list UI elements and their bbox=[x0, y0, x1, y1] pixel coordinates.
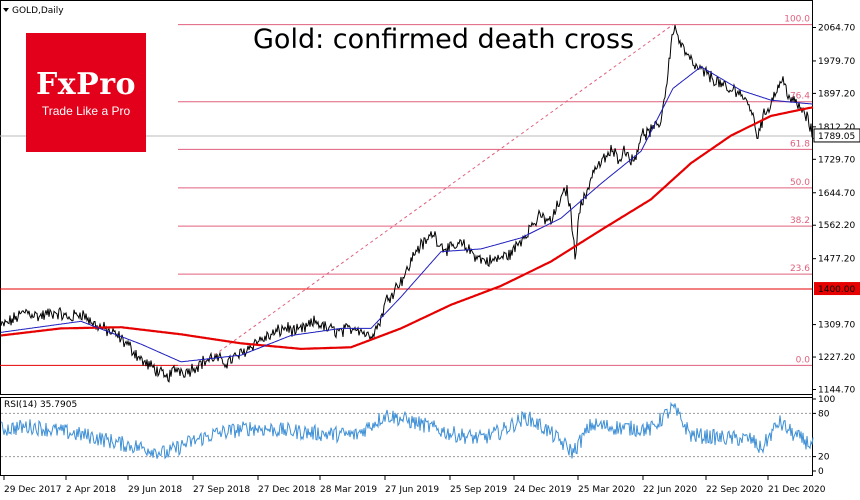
y-tick-label: 1562.20 bbox=[818, 221, 855, 231]
fib-level-label: 76.4 bbox=[790, 92, 810, 102]
price-series-line bbox=[0, 24, 814, 383]
ma-slow-line bbox=[0, 106, 814, 351]
fibonacci-layer: 100.0 76.4 61.8 50.0 38.2 23.6 0.0 1400.00 bbox=[0, 15, 860, 366]
chart-title: Gold: confirmed death cross bbox=[253, 24, 634, 55]
y-axis-ticks: 2064.70 1979.70 1897.20 1812.20 1729.70 1644.… bbox=[812, 24, 860, 396]
rsi-title: RSI(14) 35.7905 bbox=[4, 400, 77, 410]
y-tick-label: 1812.20 bbox=[818, 123, 855, 133]
x-tick-label: 27 Jun 2019 bbox=[385, 485, 439, 495]
rsi-layer: 100 80 20 0 bbox=[0, 395, 835, 477]
x-tick-label: 2 Apr 2018 bbox=[66, 485, 116, 495]
fib-level-label: 0.0 bbox=[796, 355, 811, 365]
fib-level-label: 23.6 bbox=[790, 264, 810, 274]
x-axis-ticks: 29 Dec 2017 2 Apr 2018 29 Jun 2018 27 Sep 2… bbox=[3, 476, 826, 495]
x-tick-label: 27 Sep 2018 bbox=[193, 485, 250, 495]
x-tick-label: 22 Jun 2020 bbox=[643, 485, 697, 495]
rsi-tick-label: 100 bbox=[818, 395, 835, 405]
y-tick-label: 1897.20 bbox=[818, 89, 855, 99]
x-tick-label: 25 Sep 2019 bbox=[450, 485, 507, 495]
fib-level-label: 50.0 bbox=[790, 178, 810, 188]
x-tick-label: 28 Mar 2019 bbox=[320, 485, 377, 495]
y-tick-label: 1144.70 bbox=[818, 386, 855, 396]
fib-level-label: 61.8 bbox=[790, 139, 810, 149]
rsi-tick-label: 80 bbox=[818, 409, 830, 419]
y-tick-label: 2064.70 bbox=[818, 24, 855, 34]
rsi-tick-label: 0 bbox=[818, 467, 824, 477]
last-price-label: 1789.05 bbox=[818, 132, 855, 142]
y-tick-label: 1227.20 bbox=[818, 353, 855, 363]
fib-level-label: 100.0 bbox=[784, 15, 810, 25]
fib-trend-line bbox=[199, 24, 674, 366]
ma-fast-line bbox=[0, 66, 814, 363]
y-tick-label: 1477.20 bbox=[818, 255, 855, 265]
y-tick-label: 1644.70 bbox=[818, 189, 855, 199]
fxpro-logo: FxPro Trade Like a Pro bbox=[26, 33, 146, 152]
x-tick-label: 29 Jun 2018 bbox=[128, 485, 182, 495]
y-tick-label: 1309.70 bbox=[818, 321, 855, 331]
fib-level-label: 38.2 bbox=[790, 216, 810, 226]
support-level-badge bbox=[814, 282, 860, 296]
rsi-tick-label: 20 bbox=[818, 453, 830, 463]
x-tick-label: 27 Dec 2018 bbox=[258, 485, 316, 495]
last-price-badge bbox=[813, 128, 860, 143]
y-tick-label: 1729.70 bbox=[818, 155, 855, 165]
symbol-title: GOLD,Daily bbox=[12, 6, 64, 16]
x-tick-label: 25 Mar 2020 bbox=[578, 485, 635, 495]
logo-tagline: Trade Like a Pro bbox=[41, 104, 131, 118]
rsi-series-line bbox=[0, 401, 814, 460]
logo-wordmark: FxPro bbox=[35, 67, 137, 102]
x-tick-label: 29 Dec 2017 bbox=[4, 485, 62, 495]
support-level-label: 1400.00 bbox=[818, 285, 855, 295]
symbol-dropdown-icon[interactable] bbox=[3, 8, 9, 12]
x-tick-label: 22 Sep 2020 bbox=[706, 485, 763, 495]
x-tick-label: 24 Dec 2019 bbox=[514, 485, 572, 495]
y-tick-label: 1979.70 bbox=[818, 57, 855, 67]
x-tick-label: 21 Dec 2020 bbox=[768, 485, 826, 495]
